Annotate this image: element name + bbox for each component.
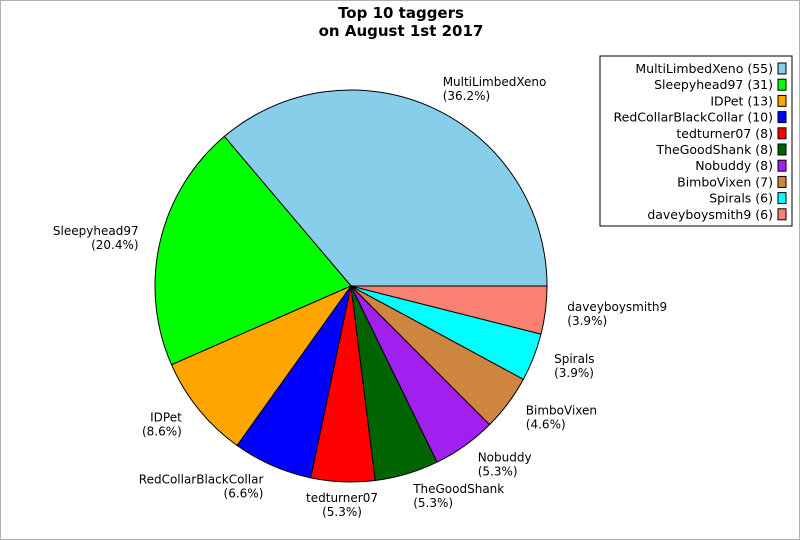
legend-swatch-daveyboysmith9 bbox=[777, 208, 787, 221]
pie-slice-multilimbedxeno bbox=[223, 89, 548, 287]
legend-swatch-spirals bbox=[777, 192, 787, 205]
pie-slice-idpet bbox=[170, 284, 353, 447]
slice-label-tedturner07: tedturner07 (5.3%) bbox=[306, 491, 378, 519]
legend-entry-nobuddy: Nobuddy (8) bbox=[695, 158, 773, 173]
legend-box bbox=[599, 55, 793, 227]
slice-label-bimbovixen: BimboVixen (4.6%) bbox=[526, 403, 597, 431]
legend-swatch-nobuddy bbox=[777, 159, 787, 172]
slice-label-redcollarblackcollar: RedCollarBlackCollar (6.6%) bbox=[139, 473, 264, 501]
legend-entry-idpet: IDPet (13) bbox=[710, 93, 773, 108]
slice-label-spirals: Spirals (3.9%) bbox=[554, 352, 594, 380]
legend-swatch-thegoodshank bbox=[777, 143, 787, 156]
legend-entry-multilimbedxeno: MultiLimbedXeno (55) bbox=[635, 61, 773, 76]
chart-title: Top 10 taggers bbox=[338, 4, 464, 22]
legend-entry-spirals: Spirals (6) bbox=[709, 191, 773, 206]
slice-label-daveyboysmith9: daveyboysmith9 (3.9%) bbox=[567, 300, 667, 328]
pie-slice-sleepyhead97 bbox=[154, 135, 352, 366]
chart-subtitle: on August 1st 2017 bbox=[319, 22, 484, 40]
legend-swatch-bimbovixen bbox=[777, 175, 787, 188]
legend-entry-redcollarblackcollar: RedCollarBlackCollar (10) bbox=[614, 110, 773, 125]
pie-slice-daveyboysmith9 bbox=[350, 285, 548, 335]
slice-labels: MultiLimbedXeno (36.2%) Sleepyhead97 (20.4%… bbox=[53, 75, 667, 519]
legend-entry-tedturner07: tedturner07 (8) bbox=[676, 126, 773, 141]
legend-entry-bimbovixen: BimboVixen (7) bbox=[677, 174, 773, 189]
legend-entry-sleepyhead97: Sleepyhead97 (31) bbox=[654, 77, 773, 92]
legend-swatch-idpet bbox=[777, 94, 787, 107]
slice-label-thegoodshank: TheGoodShank (5.3%) bbox=[412, 482, 504, 510]
legend-entry-daveyboysmith9: daveyboysmith9 (6) bbox=[647, 207, 773, 222]
pie-slices bbox=[154, 89, 548, 483]
legend-swatch-multilimbedxeno bbox=[777, 62, 787, 75]
legend-swatch-redcollarblackcollar bbox=[777, 111, 787, 124]
slice-label-sleepyhead97: Sleepyhead97 (20.4%) bbox=[53, 224, 139, 252]
legend-swatch-tedturner07 bbox=[777, 127, 787, 140]
legend-entry-thegoodshank: TheGoodShank (8) bbox=[655, 142, 773, 157]
slice-label-idpet: IDPet (8.6%) bbox=[142, 410, 182, 438]
slice-label-multilimbedxeno: MultiLimbedXeno (36.2%) bbox=[443, 75, 547, 103]
legend-swatch-sleepyhead97 bbox=[777, 78, 787, 91]
slice-label-nobuddy: Nobuddy (5.3%) bbox=[478, 450, 532, 478]
legend: MultiLimbedXeno (55)Sleepyhead97 (31)IDP… bbox=[599, 55, 793, 227]
